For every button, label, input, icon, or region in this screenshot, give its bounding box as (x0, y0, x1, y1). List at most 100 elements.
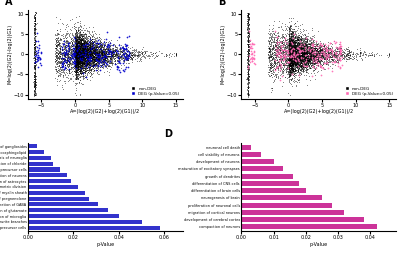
Point (324, 51, 331, 55)
Point (244, 35, 250, 39)
Point (74, 50, 80, 54)
Point (91, 52, 97, 56)
Point (308, 50, 314, 54)
Point (303, 43, 310, 47)
Point (321, 57, 328, 61)
Point (315, 61, 321, 65)
Point (92, 44, 99, 48)
Point (292, 21, 298, 25)
Point (297, 44, 304, 48)
Point (116, 49, 123, 53)
Point (323, 53, 329, 57)
Point (333, 55, 339, 59)
Point (295, 35, 302, 39)
Point (87, 45, 94, 50)
Point (286, 58, 293, 62)
Point (61, 55, 68, 59)
Point (288, 56, 294, 60)
Point (74, 53, 80, 57)
Point (75, 54, 82, 58)
Point (32, 18, 38, 22)
Point (245, 77, 252, 81)
Point (317, 50, 324, 54)
Point (94, 50, 100, 54)
Point (291, 54, 297, 58)
Point (288, 52, 294, 56)
Point (117, 45, 124, 49)
Point (271, 61, 278, 65)
Point (297, 52, 303, 56)
Point (60, 57, 66, 61)
Point (81, 55, 87, 59)
Point (83, 50, 90, 54)
Point (289, 50, 296, 54)
Point (289, 47, 296, 51)
Point (74, 52, 80, 56)
Point (105, 48, 111, 52)
Point (290, 39, 297, 43)
Point (80, 51, 87, 55)
Point (79, 59, 85, 63)
Point (75, 66, 81, 70)
Point (311, 47, 317, 52)
Point (81, 60, 88, 65)
Point (70, 60, 76, 64)
Point (77, 57, 83, 61)
Point (324, 46, 331, 50)
Point (79, 53, 86, 57)
Point (55, 57, 62, 61)
Point (32, 61, 38, 66)
Point (276, 64, 282, 68)
Point (286, 41, 292, 45)
Point (88, 73, 94, 77)
Bar (28, 156, 51, 160)
Point (286, 45, 292, 49)
Point (72, 53, 78, 57)
Point (73, 88, 80, 92)
Point (98, 50, 104, 54)
Point (74, 72, 81, 76)
Point (32, 64, 38, 68)
Point (102, 58, 109, 62)
Point (94, 51, 100, 55)
Point (79, 44, 85, 48)
Point (276, 52, 282, 56)
Point (104, 57, 110, 61)
Point (88, 53, 95, 57)
Point (294, 43, 300, 47)
Point (121, 59, 128, 64)
Point (64, 43, 70, 47)
Point (74, 61, 80, 65)
Point (73, 62, 80, 66)
Point (73, 30, 79, 35)
Point (76, 69, 83, 73)
Point (287, 69, 293, 73)
Point (80, 47, 86, 51)
Point (244, 57, 250, 61)
Point (98, 58, 104, 62)
Point (99, 51, 105, 55)
Point (283, 45, 290, 50)
Point (329, 52, 335, 56)
Point (78, 62, 84, 66)
Point (286, 66, 292, 70)
Point (78, 50, 84, 54)
Point (245, 38, 251, 42)
Point (287, 67, 294, 71)
Point (277, 55, 284, 59)
Point (305, 55, 311, 59)
Point (291, 63, 297, 67)
Point (288, 51, 295, 55)
Point (78, 45, 85, 50)
Point (66, 62, 72, 66)
Point (81, 52, 88, 56)
Point (76, 50, 83, 54)
Point (121, 53, 128, 57)
Point (270, 53, 276, 57)
Point (104, 46, 110, 50)
Point (272, 62, 278, 66)
Point (76, 59, 82, 63)
Point (66, 41, 72, 45)
Point (279, 54, 286, 58)
Point (72, 65, 78, 69)
